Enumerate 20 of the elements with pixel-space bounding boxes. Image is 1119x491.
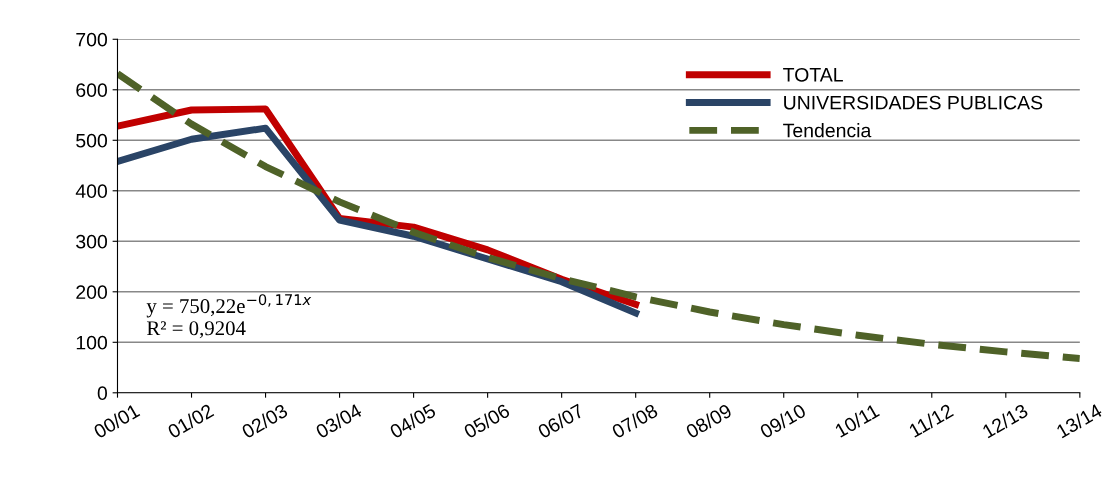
y-tick-label: 200 (76, 285, 108, 300)
y-tick-label: 100 (76, 335, 108, 350)
y-tick-label: 600 (76, 83, 108, 98)
y-tick-label: 0 (97, 386, 108, 401)
annotation: y = 750,22e$^{−0,171x}$ R² = 0,9204 (146, 294, 312, 339)
y-tick-label: 500 (76, 133, 108, 148)
x-tick-label: 09/10 (758, 402, 807, 439)
y-tick-label: 300 (76, 234, 108, 249)
legend-label: Tendencia (783, 123, 872, 138)
x-tick-label: 08/09 (684, 402, 733, 439)
x-tick-label: 02/03 (240, 402, 289, 439)
legend-label: UNIVERSIDADES PUBLICAS (784, 95, 1043, 110)
x-tick-label: 10/11 (834, 402, 880, 438)
legend-label: TOTAL (783, 67, 843, 82)
x-tick-label: 12/13 (981, 402, 1029, 439)
x-tick-label: 01/02 (166, 403, 215, 439)
x-tick-label: 00/01 (92, 402, 141, 439)
y-tick-label: 400 (75, 184, 108, 199)
x-tick-label: 07/08 (610, 402, 659, 439)
y-tick-label: 700 (76, 32, 108, 47)
